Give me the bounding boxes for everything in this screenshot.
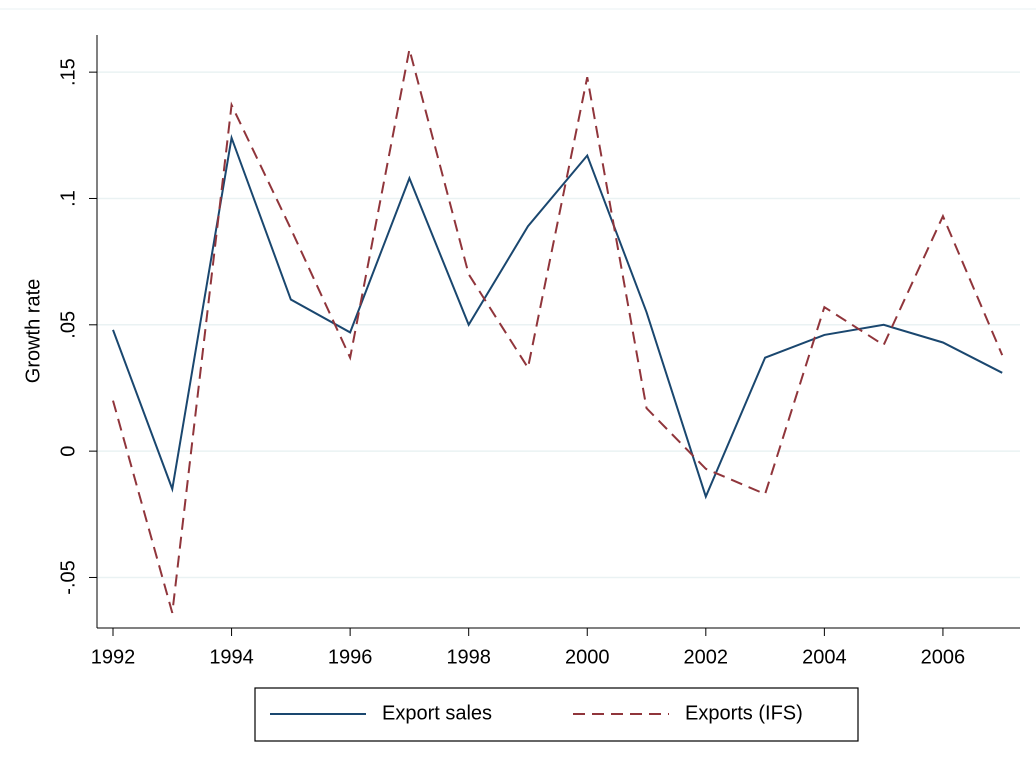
y-tick-label: .15	[57, 58, 79, 86]
x-tick-label: 2004	[802, 646, 847, 668]
x-tick-label: 1992	[91, 646, 136, 668]
y-axis-label: Growth rate	[22, 279, 44, 383]
x-tick-label: 2002	[684, 646, 729, 668]
x-tick-label: 1994	[209, 646, 254, 668]
x-tick-label: 2006	[921, 646, 966, 668]
legend-label: Export sales	[382, 702, 492, 724]
x-tick-label: 1996	[328, 646, 373, 668]
series-line	[112, 133, 1003, 500]
y-tick-label: .05	[57, 311, 79, 339]
series-line	[112, 49, 1004, 614]
y-tick-label: .1	[57, 190, 79, 207]
y-tick-label: 0	[57, 446, 79, 457]
legend-label: Exports (IFS)	[685, 702, 803, 724]
x-tick-label: 2000	[565, 646, 610, 668]
x-tick-label: 1998	[446, 646, 491, 668]
y-tick-label: -.05	[57, 560, 79, 594]
